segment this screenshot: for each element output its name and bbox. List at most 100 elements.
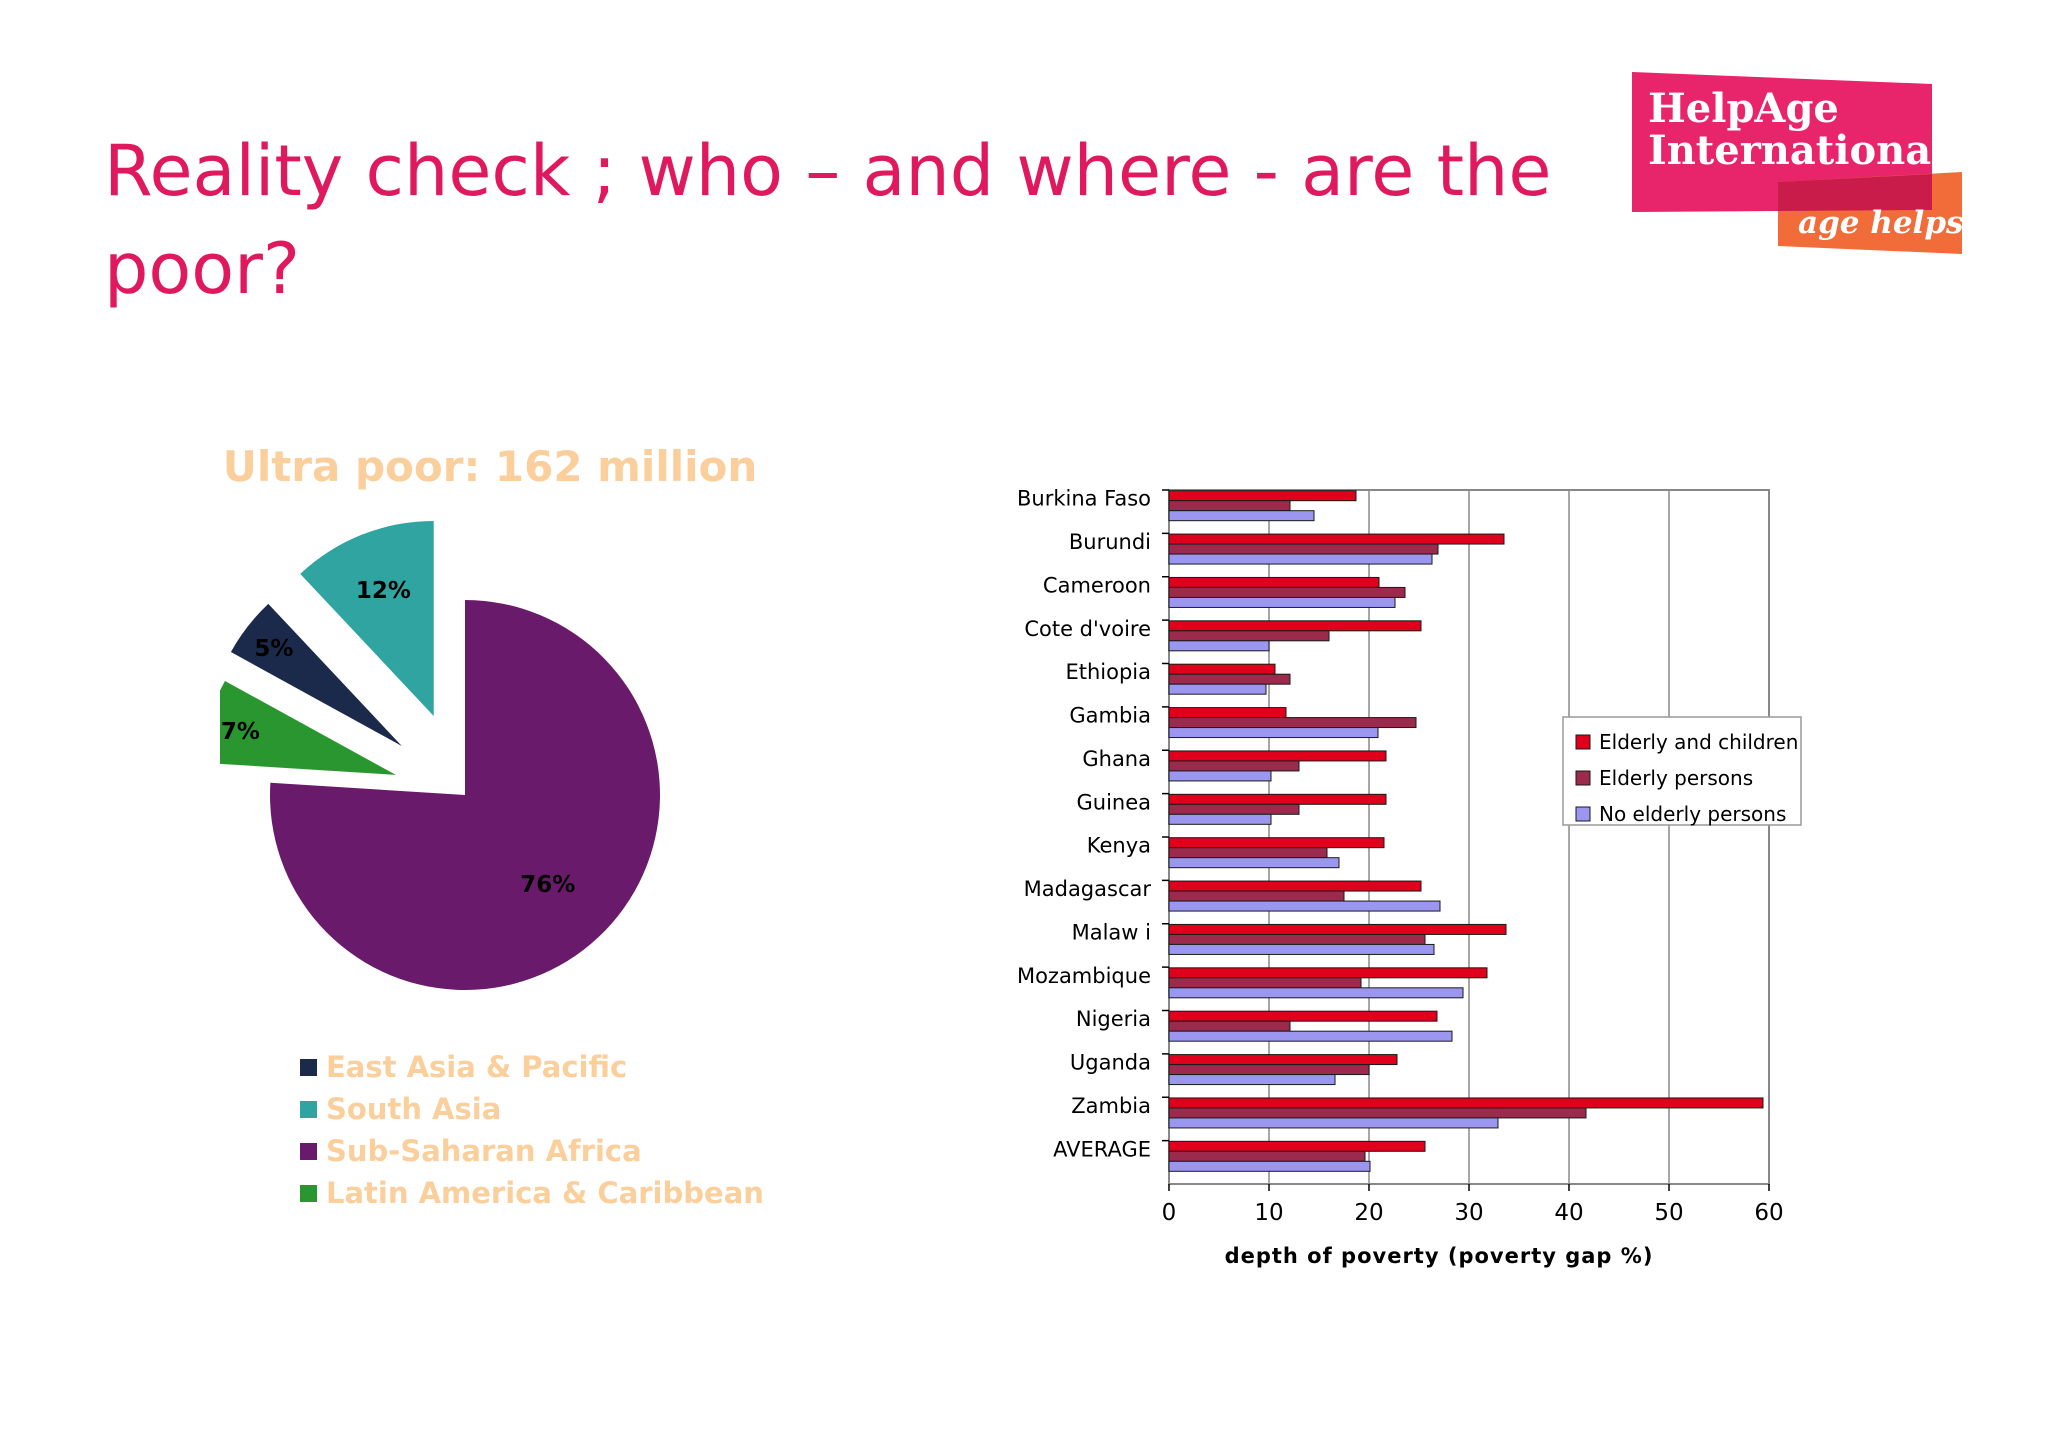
bar [1168,490,1357,502]
y-category-label: Mozambique [1017,964,1151,988]
x-axis-label: depth of poverty (poverty gap %) [1225,1244,1654,1268]
pie-legend-item: South Asia [300,1088,764,1130]
bar [1168,727,1379,739]
bar [1168,640,1270,652]
bar [1168,1020,1291,1032]
pie-slice-label: 12% [356,578,411,604]
bar [1168,770,1272,782]
y-category-label: Cameroon [1043,573,1151,597]
y-category-label: Uganda [1070,1051,1151,1075]
pie-legend-item: Sub-Saharan Africa [300,1130,764,1172]
pie-legend: East Asia & Pacific South Asia Sub-Sahar… [300,1046,764,1214]
x-tick-label: 50 [1654,1200,1683,1226]
bar [1168,1117,1499,1129]
bar [1168,793,1387,805]
bar [1168,760,1300,772]
bar [1168,1010,1438,1022]
y-category-label: Ethiopia [1065,660,1151,684]
y-category-label: Nigeria [1076,1007,1151,1031]
pie-slice-label: 5% [254,636,293,662]
legend-swatch [300,1100,317,1118]
bar [1168,1064,1370,1076]
bar [1168,813,1272,825]
bar [1168,500,1291,512]
x-tick-label: 10 [1254,1200,1283,1226]
bar [1168,510,1315,522]
logo-line1: HelpAge [1648,85,1839,132]
bar [1168,977,1362,989]
page-title: Reality check ; who – and where - are th… [104,130,1552,310]
bar [1168,923,1507,935]
y-category-label: Malaw i [1072,920,1151,944]
logo-tagline: age helps [1798,205,1963,241]
bar [1168,533,1505,545]
bar [1168,663,1276,675]
bar [1168,683,1267,695]
y-category-label: Guinea [1076,790,1151,814]
x-tick-label: 0 [1162,1200,1177,1226]
x-tick-label: 60 [1754,1200,1783,1226]
bar [1168,933,1426,945]
pie-legend-item: Latin America & Caribbean [300,1172,764,1214]
y-category-label: Madagascar [1024,877,1152,901]
legend-swatch [1575,806,1591,822]
logo-line2: International [1648,127,1946,174]
bar [1168,987,1464,999]
bar [1168,1030,1453,1042]
bar [1168,750,1387,762]
bar [1168,967,1488,979]
y-category-label: Burkina Faso [1017,487,1151,511]
legend-label: East Asia & Pacific [326,1050,628,1084]
pie-chart: 76% 7% 5% 12% [220,520,660,990]
bar [1168,1097,1764,1109]
pie-slice [300,520,434,716]
bar [1168,596,1396,608]
bar [1168,586,1406,598]
bar [1168,847,1328,859]
pie-slice [230,603,402,746]
bar [1168,837,1385,849]
bar [1168,1140,1426,1152]
y-category-label: Cote d'voire [1024,617,1151,641]
x-tick-label: 40 [1554,1200,1583,1226]
bar [1168,1160,1371,1172]
bar [1168,880,1422,892]
bar-legend [1562,716,1802,826]
bar [1168,943,1435,955]
pie-slice-label: 7% [221,719,260,745]
legend-swatch [1575,770,1591,786]
y-category-label: Zambia [1071,1094,1151,1118]
bar [1168,673,1291,685]
legend-swatch [300,1184,317,1202]
bar [1168,857,1340,869]
pie-slice-label: 76% [520,872,575,898]
y-category-label: Burundi [1069,530,1151,554]
bar [1168,553,1433,565]
legend-label: Elderly persons [1599,766,1753,790]
bar [1168,1107,1587,1119]
bar [1168,900,1441,912]
bar [1168,1074,1336,1086]
bar [1168,620,1422,632]
bar [1168,630,1330,642]
legend-label: No elderly persons [1599,802,1786,826]
logo-pink-banner [1632,72,1932,212]
x-tick-label: 30 [1454,1200,1483,1226]
legend-label: Latin America & Caribbean [326,1176,764,1210]
pie-chart-title: Ultra poor: 162 million [222,442,758,491]
pie-slice [270,600,660,990]
legend-swatch [300,1142,317,1160]
legend-label: Elderly and children [1599,730,1798,754]
bar [1168,1054,1398,1066]
y-category-label: AVERAGE [1053,1137,1151,1161]
helpage-logo: HelpAge International age helps [1632,72,1963,254]
y-category-label: Ghana [1082,747,1151,771]
bar [1168,1150,1366,1162]
legend-label: South Asia [326,1092,502,1126]
bar [1168,717,1417,729]
pie-slice [220,680,396,775]
legend-swatch [1575,734,1591,750]
bar [1168,576,1380,588]
bar [1168,707,1287,719]
pie-legend-item: East Asia & Pacific [300,1046,764,1088]
